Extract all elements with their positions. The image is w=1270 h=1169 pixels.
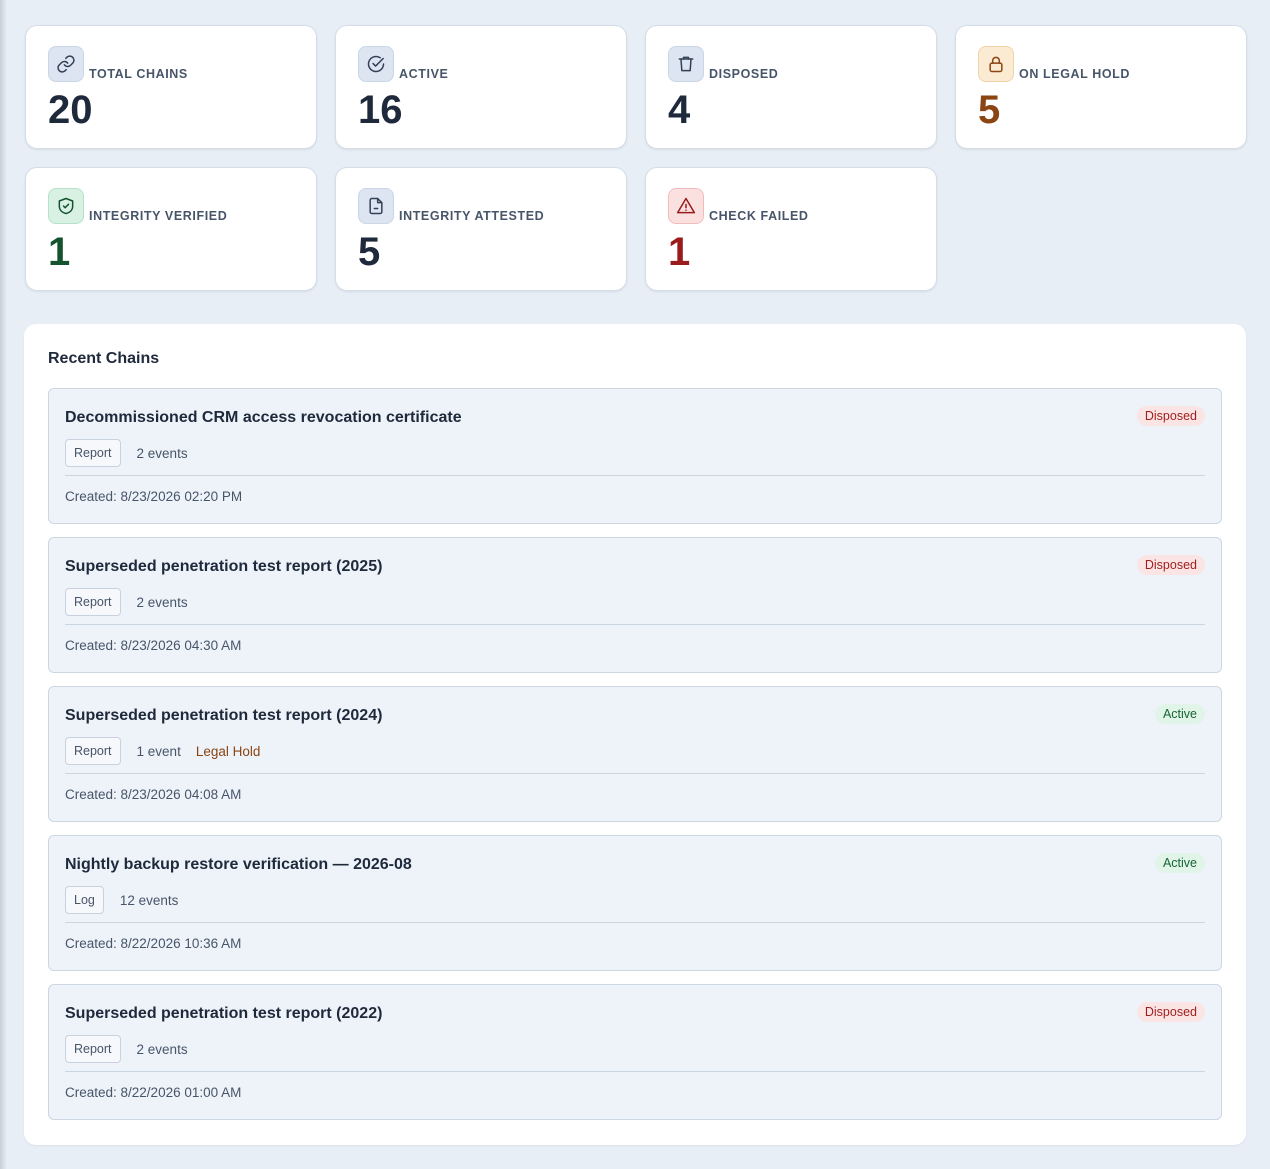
type-tag: Report [65,439,121,467]
stat-card-active[interactable]: ACTIVE 16 [335,25,627,149]
status-badge: Active [1154,704,1205,724]
window-edge [0,0,7,1169]
stat-label: INTEGRITY VERIFIED [89,209,228,223]
created-timestamp: Created: 8/23/2026 04:08 AM [65,787,242,802]
warning-triangle-icon [668,188,704,224]
chain-title: Superseded penetration test report (2024… [65,707,383,724]
stat-label: ACTIVE [399,67,449,81]
stat-value: 1 [48,230,71,274]
lock-icon [978,46,1014,82]
chain-title: Decommissioned CRM access revocation cer… [65,409,462,426]
stat-label: TOTAL CHAINS [89,67,188,81]
event-count: 2 events [136,1041,188,1057]
stat-card-integrity-attested[interactable]: INTEGRITY ATTESTED 5 [335,167,627,291]
chain-item[interactable]: Decommissioned CRM access revocation cer… [48,388,1222,524]
chain-title: Superseded penetration test report (2025… [65,558,383,575]
event-count: 2 events [136,594,188,610]
chain-meta: Report 1 event Legal Hold [65,737,260,765]
stat-label: ON LEGAL HOLD [1019,67,1131,81]
stat-value: 20 [48,88,93,132]
status-badge: Disposed [1136,1002,1205,1022]
stat-value: 5 [978,88,1001,132]
link-icon [48,46,84,82]
type-tag: Report [65,588,121,616]
status-badge: Disposed [1136,406,1205,426]
divider [65,922,1205,923]
created-timestamp: Created: 8/23/2026 02:20 PM [65,489,243,504]
chain-meta: Report 2 events [65,439,188,467]
stat-value: 16 [358,88,403,132]
section-title: Recent Chains [48,350,160,367]
stats-grid: TOTAL CHAINS 20 ACTIVE 16 DISPOSED 4 ON … [25,25,1247,291]
stat-value: 1 [668,230,691,274]
chain-title: Superseded penetration test report (2022… [65,1005,383,1022]
type-tag: Log [65,886,104,914]
status-badge: Disposed [1136,555,1205,575]
stat-card-integrity-verified[interactable]: INTEGRITY VERIFIED 1 [25,167,317,291]
chain-item[interactable]: Superseded penetration test report (2022… [48,984,1222,1120]
type-tag: Report [65,737,121,765]
check-circle-icon [358,46,394,82]
shield-check-icon [48,188,84,224]
divider [65,773,1205,774]
chain-item[interactable]: Superseded penetration test report (2025… [48,537,1222,673]
chain-meta: Report 2 events [65,1035,188,1063]
chain-item[interactable]: Superseded penetration test report (2024… [48,686,1222,822]
chain-list: Decommissioned CRM access revocation cer… [48,388,1222,1120]
chain-meta: Report 2 events [65,588,188,616]
divider [65,475,1205,476]
event-count: 12 events [119,892,179,908]
recent-chains-panel: Recent Chains Decommissioned CRM access … [24,324,1246,1145]
stat-label: CHECK FAILED [709,209,809,223]
trash-icon [668,46,704,82]
stat-value: 5 [358,230,381,274]
chain-meta: Log 12 events [65,886,178,914]
stat-label: DISPOSED [709,67,779,81]
stat-card-check-failed[interactable]: CHECK FAILED 1 [645,167,937,291]
stat-card-disposed[interactable]: DISPOSED 4 [645,25,937,149]
divider [65,1071,1205,1072]
stat-card-total-chains[interactable]: TOTAL CHAINS 20 [25,25,317,149]
created-timestamp: Created: 8/22/2026 01:00 AM [65,1085,242,1100]
type-tag: Report [65,1035,121,1063]
document-icon [358,188,394,224]
event-count: 1 event [136,743,181,759]
stat-label: INTEGRITY ATTESTED [399,209,545,223]
chain-item[interactable]: Nightly backup restore verification — 20… [48,835,1222,971]
created-timestamp: Created: 8/22/2026 10:36 AM [65,936,242,951]
chain-title: Nightly backup restore verification — 20… [65,856,412,873]
status-badge: Active [1154,853,1205,873]
legal-hold-tag: Legal Hold [195,743,261,759]
stat-card-legal-hold[interactable]: ON LEGAL HOLD 5 [955,25,1247,149]
divider [65,624,1205,625]
event-count: 2 events [136,445,188,461]
created-timestamp: Created: 8/23/2026 04:30 AM [65,638,242,653]
stat-value: 4 [668,88,691,132]
